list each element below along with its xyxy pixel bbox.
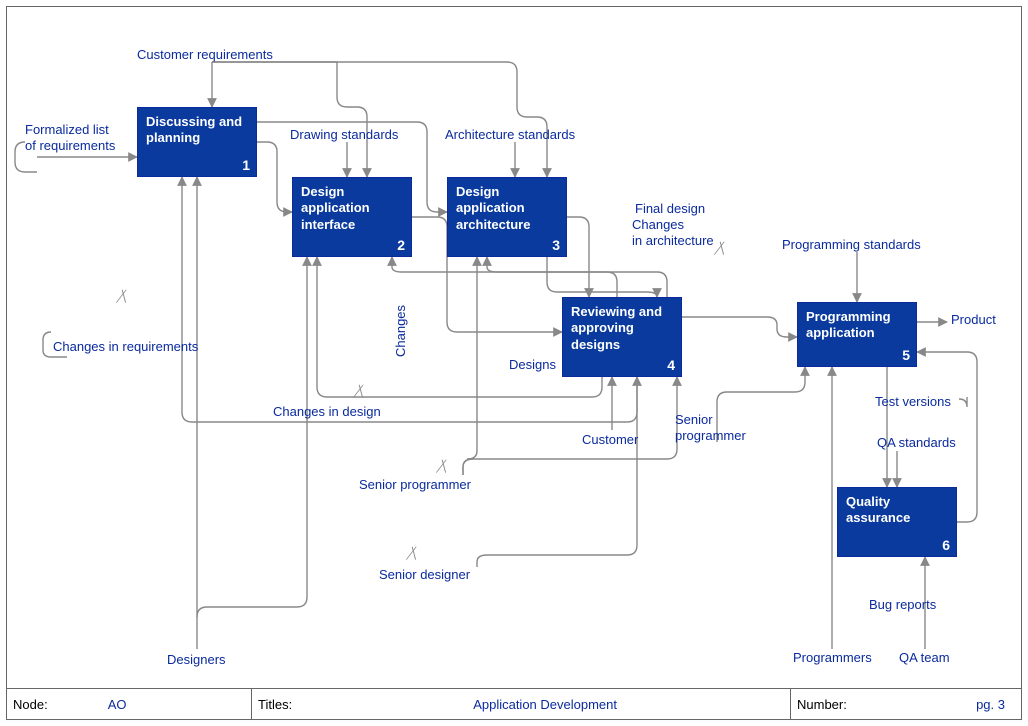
label-l_srdes: Senior designer [379, 567, 470, 583]
node-n1: Discussing and planning 1 [137, 107, 257, 177]
node-label: Reviewing and approving designs [571, 304, 673, 353]
node-number: 4 [667, 357, 675, 375]
node-n5: Programming application 5 [797, 302, 917, 367]
edge-e_ch_23 [392, 257, 667, 297]
footer-number-value: pg. 3 [976, 697, 1005, 712]
label-l_archstd: Architecture standards [445, 127, 575, 143]
edge-e_srp22 [463, 377, 677, 475]
edge-e_tv_l [959, 397, 967, 407]
edge-e_des2 [197, 257, 307, 617]
line-break-icon: ╱╲ [354, 385, 359, 398]
line-break-icon: ╱╲ [437, 460, 442, 473]
node-number: 3 [552, 237, 560, 255]
footer-titles-value: Application Development [473, 697, 617, 712]
node-n3: Design application architecture 3 [447, 177, 567, 257]
line-break-icon: ╱╲ [117, 290, 122, 303]
node-number: 5 [902, 347, 910, 365]
label-l_cust: Customer [582, 432, 638, 448]
label-l_changes: Changes [393, 305, 409, 357]
diagram-area: Discussing and planning 1 Design applicati… [7, 7, 1021, 689]
line-break-icon: ╱╲ [715, 242, 720, 255]
node-number: 1 [242, 157, 250, 175]
footer-titles-label: Titles: [258, 697, 292, 712]
label-l_designs: Designs [509, 357, 556, 373]
label-l_custreq: Customer requirements [137, 47, 273, 63]
node-number: 2 [397, 237, 405, 255]
node-label: Programming application [806, 309, 908, 342]
diagram-canvas: Discussing and planning 1 Design applicati… [6, 6, 1022, 720]
label-l_drawstd: Drawing standards [290, 127, 398, 143]
node-number: 6 [942, 537, 950, 555]
node-n2: Design application interface 2 [292, 177, 412, 257]
label-l_bugrep: Bug reports [869, 597, 936, 613]
edge-e_srp2 [463, 257, 477, 475]
edge-e_4_2 [317, 257, 602, 397]
edge-e_1_2 [257, 142, 292, 212]
label-l_chdes: Changes in design [273, 404, 381, 420]
label-l_qastd: QA standards [877, 435, 956, 451]
label-l_qateam: QA team [899, 650, 950, 666]
label-l_testv: Test versions [875, 394, 951, 410]
footer-number-label: Number: [797, 697, 847, 712]
node-n4: Reviewing and approving designs 4 [562, 297, 682, 377]
label-l_srprog2: Senior programmer [359, 477, 471, 493]
edge-e_cr_3 [212, 62, 547, 177]
edge-e_3_4 [567, 217, 589, 297]
footer: Node: AO Titles: Application Development… [7, 689, 1021, 719]
edge-e_4_5 [682, 317, 797, 337]
label-l_formlist: Formalized list of requirements [25, 122, 115, 153]
line-break-icon: ╱╲ [407, 547, 412, 560]
footer-node-value: AO [108, 697, 127, 712]
footer-node-label: Node: [13, 697, 48, 712]
node-n6: Quality assurance 6 [837, 487, 957, 557]
edge-e_3_4b [547, 257, 657, 297]
footer-titles-cell: Titles: Application Development [252, 689, 791, 719]
node-label: Design application interface [301, 184, 403, 233]
edge-e_srd [477, 377, 637, 567]
node-label: Design application architecture [456, 184, 558, 233]
label-l_product: Product [951, 312, 996, 328]
footer-number-cell: Number: pg. 3 [791, 689, 1021, 719]
label-l_finald: Final design [635, 201, 705, 217]
page: Discussing and planning 1 Design applicati… [0, 0, 1028, 726]
node-label: Discussing and planning [146, 114, 248, 147]
label-l_progstd: Programming standards [782, 237, 921, 253]
node-label: Quality assurance [846, 494, 948, 527]
label-l_chreq: Changes in requirements [53, 339, 198, 355]
label-l_designers: Designers [167, 652, 226, 668]
footer-node-cell: Node: AO [7, 689, 252, 719]
edge-e_4_3 [487, 257, 617, 297]
label-l_srprog1: Senior programmer [675, 412, 746, 443]
label-l_progrs: Programmers [793, 650, 872, 666]
label-l_charch: Changes in architecture [632, 217, 714, 248]
